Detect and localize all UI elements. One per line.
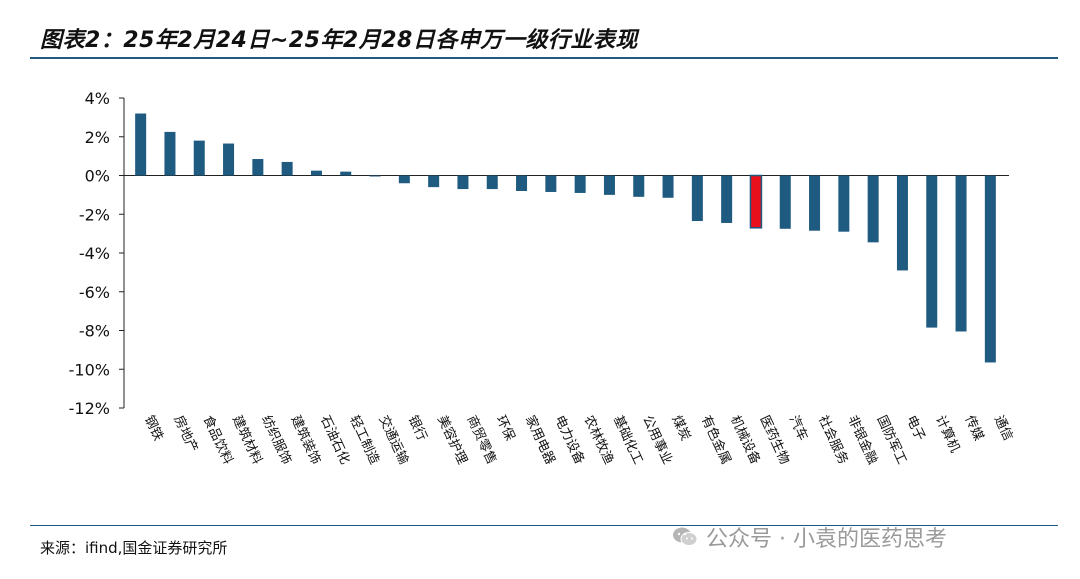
bar-series [135, 113, 996, 363]
bar [428, 175, 440, 188]
y-tick-label: -12% [69, 399, 110, 418]
x-tick-label: 汽车 [786, 413, 811, 443]
bar [281, 161, 293, 176]
source-note: 来源：ifind,国金证券研究所 [40, 539, 228, 557]
bar [896, 175, 908, 271]
x-tick-label: 房地产 [170, 413, 201, 455]
bar [340, 171, 352, 176]
y-tick-label: -10% [69, 360, 110, 379]
bar [223, 143, 235, 176]
bar [779, 175, 791, 229]
x-tick-label: 电子 [903, 413, 928, 443]
bar [545, 175, 557, 192]
y-tick-label: -2% [79, 205, 110, 224]
y-tick-label: -6% [79, 283, 110, 302]
bar [252, 159, 264, 176]
chart-title: 图表2：25年2月24日~25年2月28日各申万一级行业表现 [40, 28, 638, 53]
watermark-text: 公众号 · 小袁的医药思考 [706, 527, 947, 552]
x-tick-label: 通信 [991, 413, 1016, 443]
bar [398, 175, 410, 184]
x-tick-label: 环保 [493, 413, 518, 443]
bar [310, 170, 322, 176]
x-tick-label: 银行 [405, 413, 430, 443]
bar [603, 175, 615, 195]
watermark: 公众号 · 小袁的医药思考 [672, 521, 947, 553]
x-tick-label: 钢铁 [141, 413, 166, 443]
bar [574, 175, 586, 193]
bar [516, 175, 528, 191]
y-tick-label: 4% [85, 89, 110, 108]
bar-chart: 4% 2% 0% -2% -4% -6% -8% -10% -12% 钢铁 房地产 食品饮料建筑材料… [69, 89, 1016, 467]
bar [867, 175, 879, 243]
y-tick-label: 0% [85, 167, 110, 186]
bar [691, 175, 703, 222]
bar [135, 113, 147, 176]
bar [955, 175, 967, 332]
y-tick-label: -8% [79, 322, 110, 341]
bar [486, 175, 498, 190]
y-tick-label: 2% [85, 128, 110, 147]
bar-highlight [749, 174, 763, 229]
footer-rule [30, 525, 1058, 526]
bar [809, 175, 821, 231]
bar [721, 175, 733, 223]
x-tick-label: 计算机 [932, 413, 962, 455]
bar [369, 175, 381, 177]
title-rule [30, 57, 1058, 59]
wechat-icon [672, 526, 698, 548]
y-axis: 4% 2% 0% -2% -4% -6% -8% -10% -12% [69, 89, 1009, 418]
bar [926, 175, 938, 328]
x-tick-label: 煤炭 [668, 413, 693, 443]
bar [838, 175, 850, 232]
y-tick-label: -4% [79, 244, 110, 263]
bar [984, 175, 996, 363]
bar [164, 131, 176, 176]
x-tick-label: 传媒 [961, 413, 986, 443]
bar [193, 140, 205, 176]
bar [662, 175, 674, 198]
bar [457, 175, 469, 190]
bar [633, 175, 645, 197]
